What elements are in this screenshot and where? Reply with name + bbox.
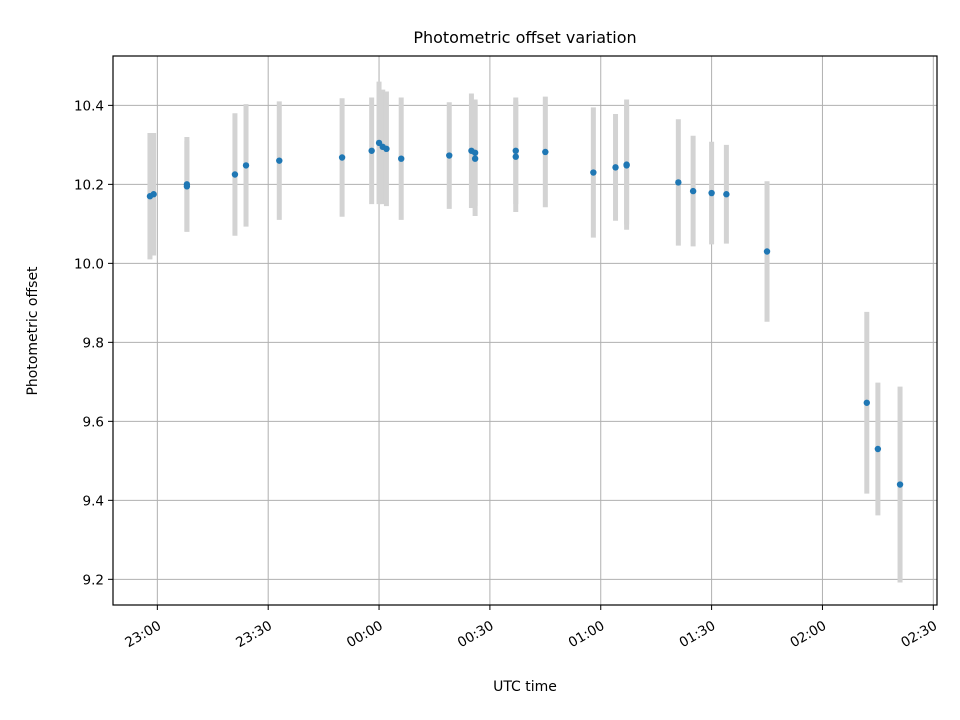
y-tick-label: 9.2 bbox=[83, 572, 104, 588]
data-point bbox=[512, 147, 519, 154]
y-tick-label: 10.2 bbox=[74, 177, 104, 193]
data-point bbox=[689, 187, 697, 195]
data-point bbox=[542, 148, 549, 156]
data-point bbox=[150, 191, 157, 198]
y-tick-label: 10.0 bbox=[74, 256, 104, 272]
data-point bbox=[723, 191, 730, 198]
data-point bbox=[708, 189, 715, 197]
data-point bbox=[276, 157, 283, 164]
y-axis-label: Photometric offset bbox=[25, 266, 41, 396]
data-point bbox=[471, 149, 479, 156]
x-axis-label: UTC time bbox=[493, 679, 557, 695]
data-point bbox=[338, 154, 346, 161]
chart-title: Photometric offset variation bbox=[413, 28, 636, 47]
data-point bbox=[368, 147, 375, 154]
data-point bbox=[612, 164, 619, 171]
y-tick-label: 9.8 bbox=[83, 335, 104, 351]
y-tick-label: 9.6 bbox=[83, 414, 104, 430]
data-point bbox=[231, 171, 239, 178]
data-point bbox=[896, 481, 904, 488]
point-layer bbox=[146, 139, 904, 488]
axes-frame bbox=[112, 55, 938, 606]
data-point bbox=[183, 183, 191, 190]
y-tick-label: 9.4 bbox=[83, 493, 104, 509]
data-point bbox=[590, 169, 597, 176]
data-point bbox=[446, 152, 453, 159]
data-point bbox=[242, 162, 250, 169]
data-point bbox=[398, 155, 405, 162]
data-point bbox=[675, 179, 682, 186]
data-point bbox=[471, 155, 479, 162]
data-point bbox=[512, 153, 519, 160]
y-tick-label: 10.4 bbox=[74, 98, 104, 114]
y-axis-ticks: 9.2 9.4 9.6 9.8 10.0 10.2 10.4 bbox=[74, 98, 113, 588]
data-point bbox=[863, 399, 870, 406]
data-point bbox=[874, 445, 882, 453]
data-point bbox=[383, 145, 390, 153]
data-point bbox=[623, 162, 630, 169]
data-point bbox=[763, 248, 771, 255]
